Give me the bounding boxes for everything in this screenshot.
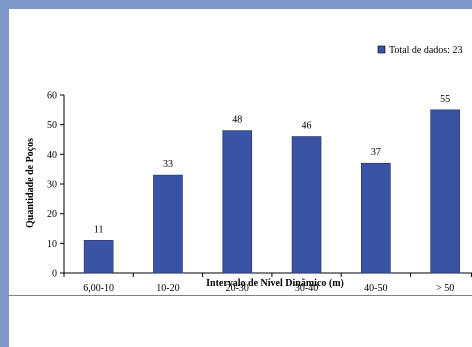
y-tick-label: 0	[52, 269, 57, 280]
data-label: 55	[440, 94, 450, 105]
x-tick-label: 20-30	[226, 283, 249, 294]
x-tick-label: 40-50	[364, 283, 387, 294]
legend: Total de dados: 23	[377, 45, 462, 56]
data-label: 46	[302, 121, 312, 132]
data-label: 48	[232, 115, 242, 126]
data-label: 37	[371, 147, 381, 158]
bar	[361, 162, 391, 274]
legend-swatch	[377, 45, 386, 54]
x-tick-label: 10-20	[156, 283, 179, 294]
data-label: 11	[94, 224, 104, 235]
bar	[83, 240, 114, 274]
y-tick-label: 40	[47, 150, 57, 161]
y-tick-label: 50	[47, 120, 57, 131]
x-tick-label: > 50	[436, 283, 454, 294]
bar	[222, 130, 253, 274]
x-axis-title: Intervalo de Nível Dinâmico (m)	[206, 278, 344, 289]
divider-line	[9, 295, 472, 296]
y-tick-label: 20	[47, 209, 57, 220]
y-tick-label: 10	[47, 239, 57, 250]
bar	[153, 174, 183, 274]
y-tick-label: 60	[47, 91, 57, 102]
y-tick-label: 30	[47, 180, 57, 191]
data-label: 33	[163, 159, 173, 170]
y-axis-title: Quantidade de Poços	[25, 138, 36, 228]
x-tick-label: 6,00-10	[83, 283, 114, 294]
x-tick-label: 30-40	[295, 283, 318, 294]
bar	[430, 109, 460, 274]
bar	[291, 136, 322, 274]
legend-label: Total de dados: 23	[389, 45, 462, 56]
plot-area: 0 10 20 30 40 50 60 11 6,00-10 33 10-20 48 20-30 46 30…	[47, 91, 472, 294]
